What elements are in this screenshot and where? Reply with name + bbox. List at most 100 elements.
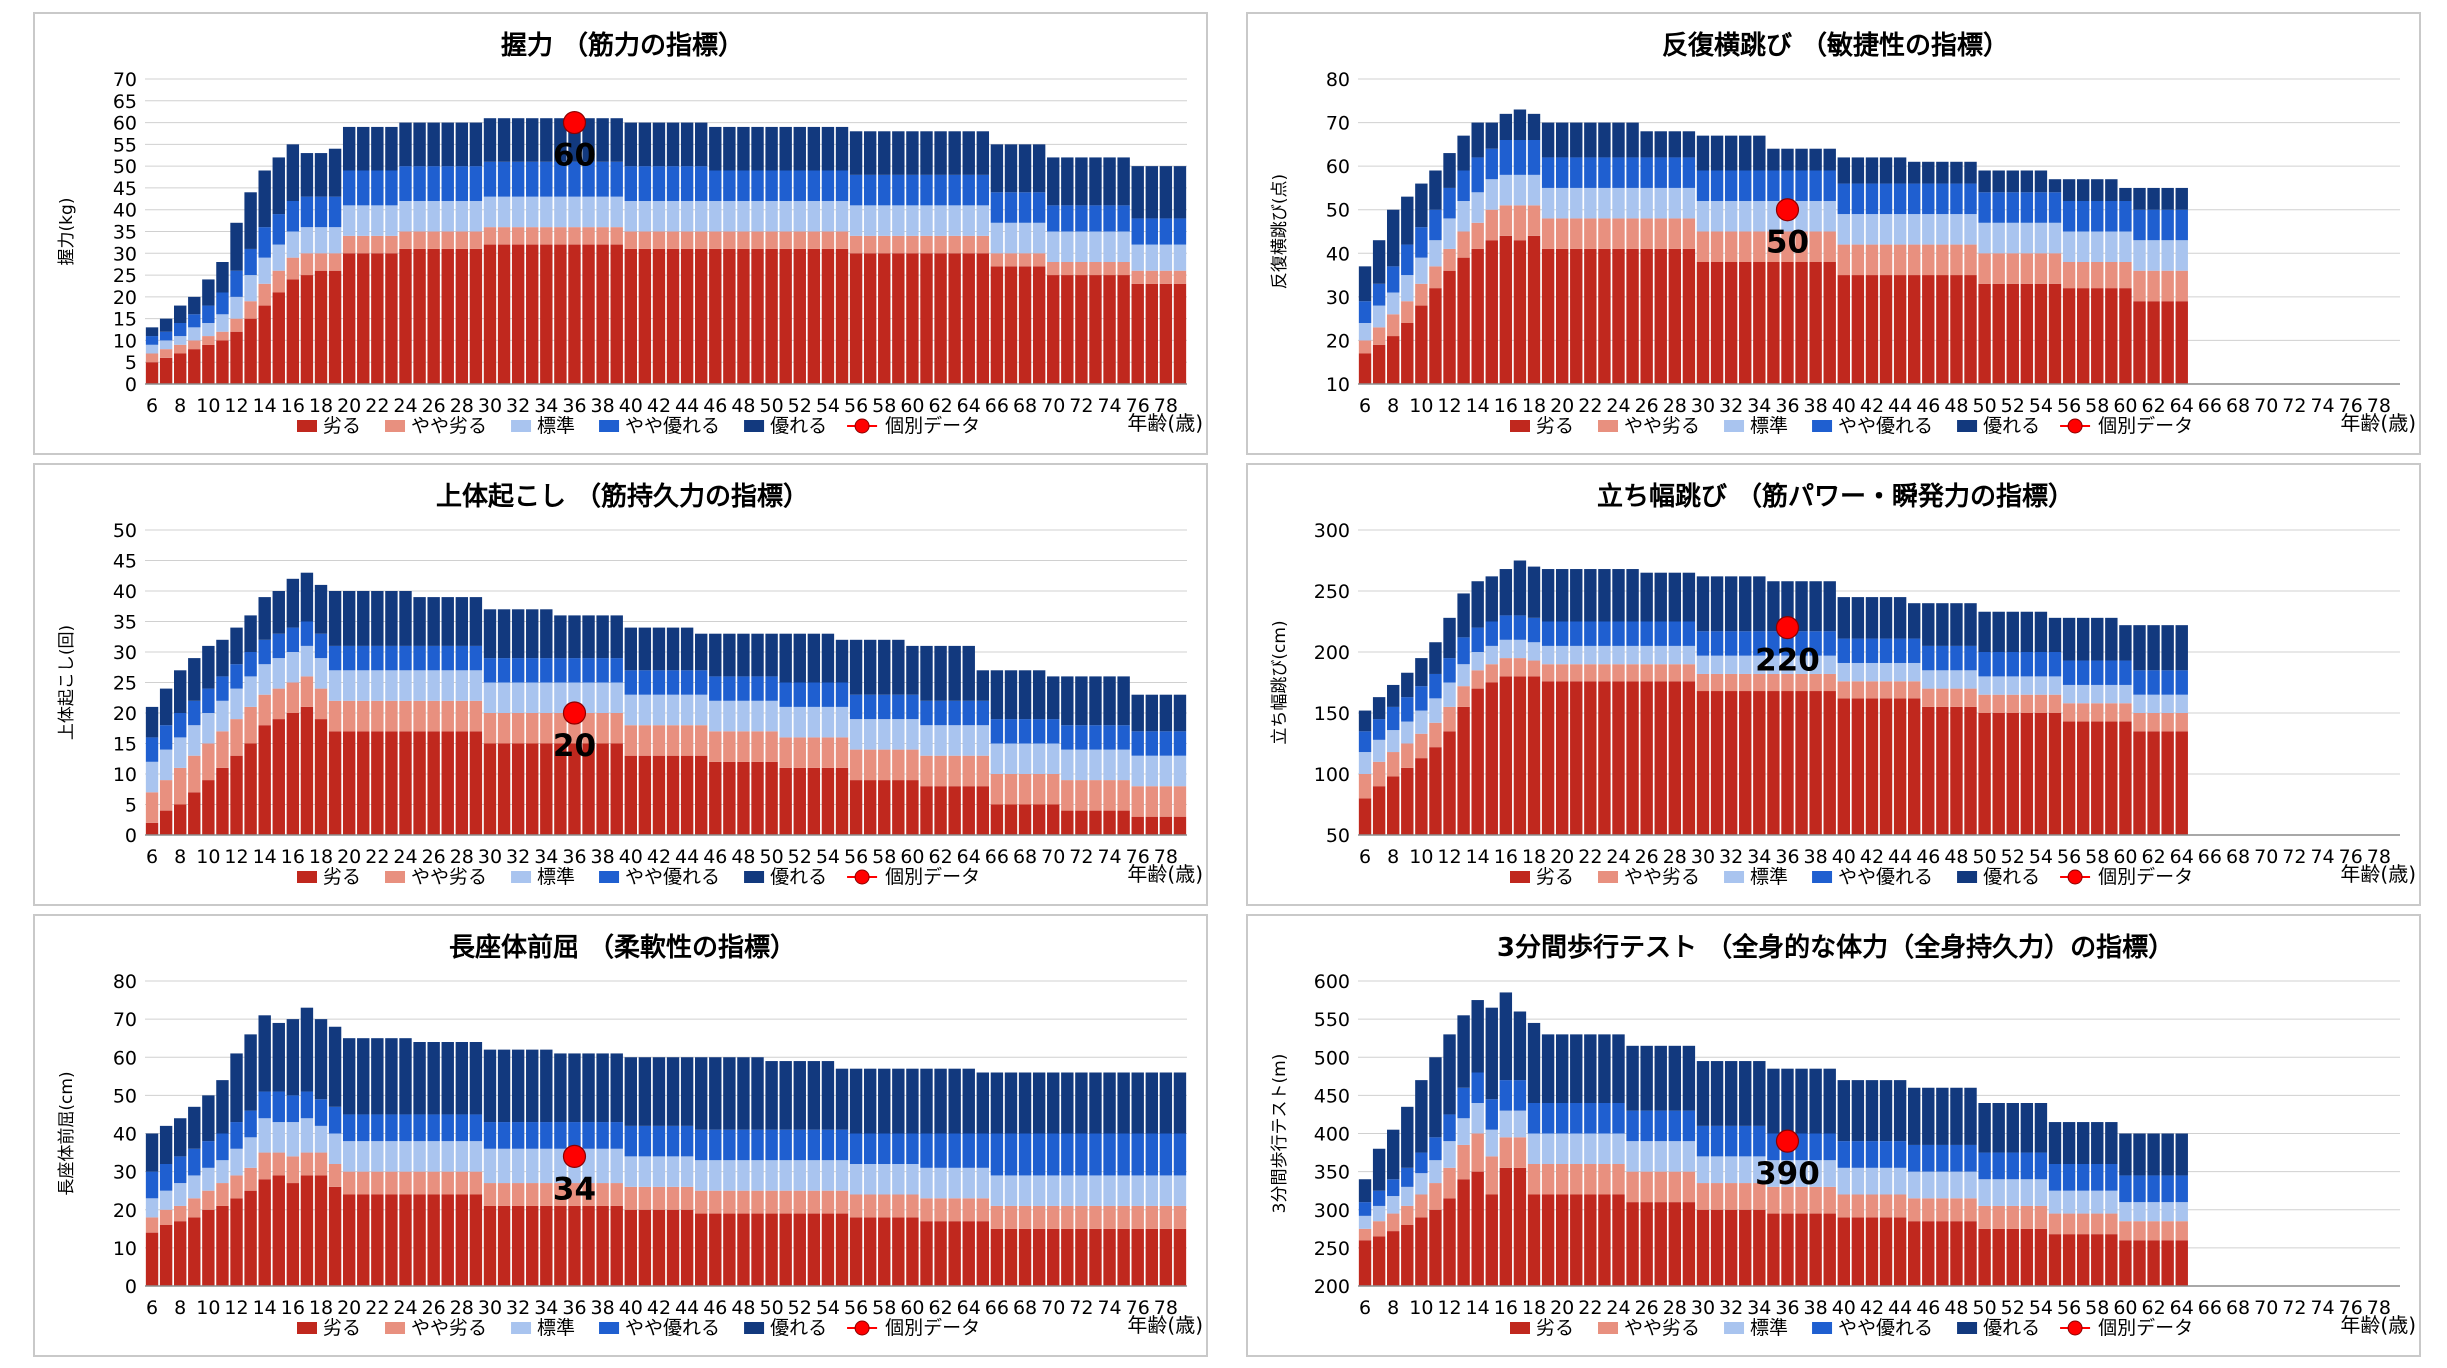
y-tick-label: 500 <box>1314 1047 1350 1069</box>
bar-segment <box>1032 1175 1046 1206</box>
bar-segment <box>920 235 933 254</box>
bar-segment <box>2091 1122 2104 1164</box>
bar-segment <box>1922 670 1935 689</box>
bar-segment <box>483 682 497 713</box>
bar-segment <box>695 1129 708 1161</box>
bar-segment <box>497 244 511 384</box>
bar-segment <box>1159 270 1173 284</box>
x-tick-label: 78 <box>2367 1297 2391 1319</box>
bar-segment <box>1443 153 1456 188</box>
bar-segment <box>1936 1171 1949 1199</box>
bar-segment <box>2062 1190 2076 1214</box>
bar-segment <box>1401 301 1414 323</box>
legend-label: 優れる <box>1983 415 2040 437</box>
bar-segment <box>385 253 398 384</box>
bar-segment <box>1485 209 1498 241</box>
bar-segment <box>779 248 792 384</box>
y-tick-label: 20 <box>1326 330 1350 352</box>
chart-long-jump: 立ち幅跳び （筋パワー・瞬発力の指標）50100150200250300立ち幅跳… <box>1270 481 2416 888</box>
bar-segment <box>1724 1156 1738 1184</box>
bar-segment <box>1908 1198 1921 1222</box>
x-tick-label: 72 <box>1069 846 1093 868</box>
bar-segment <box>1837 183 1850 215</box>
bar-segment <box>1682 187 1696 219</box>
bar-segment <box>906 235 919 254</box>
bar-segment <box>244 248 257 276</box>
bar-segment <box>1117 1228 1130 1286</box>
bar-segment <box>1936 214 1949 245</box>
bar-segment <box>695 1057 708 1130</box>
bar-segment <box>2048 179 2062 193</box>
bar-segment <box>357 205 370 236</box>
bar-segment <box>878 253 891 384</box>
bar-segment <box>1626 1110 1639 1142</box>
bar-segment <box>188 658 201 701</box>
bar-segment <box>1527 140 1541 175</box>
bar-segment <box>1964 244 1977 276</box>
bar-segment <box>441 1141 454 1172</box>
bar-segment <box>1570 1103 1583 1134</box>
bar-segment <box>962 1167 975 1199</box>
bar-segment <box>526 713 539 744</box>
bar-segment <box>1781 1068 1794 1134</box>
bar-segment <box>906 253 919 384</box>
bar-segment <box>1626 218 1639 249</box>
x-tick-label: 38 <box>1804 846 1828 868</box>
bar-segment <box>413 166 426 201</box>
bar-segment <box>1145 244 1158 271</box>
bar-segment <box>765 248 778 384</box>
bar-segment <box>1668 218 1682 249</box>
bar-segment <box>1668 187 1682 219</box>
bar-segment <box>413 1042 426 1115</box>
x-tick-label: 62 <box>2141 395 2165 417</box>
bar-segment <box>1950 1171 1963 1199</box>
bar-segment <box>1443 706 1456 732</box>
bar-segment <box>2076 1122 2090 1164</box>
bar-segment <box>1795 231 1808 262</box>
chart-title: 上体起こし （筋持久力の指標） <box>436 481 809 512</box>
bar-segment <box>174 336 187 345</box>
bar-segment <box>230 755 243 835</box>
bar-segment <box>948 786 961 835</box>
x-tick-label: 28 <box>1663 395 1687 417</box>
bar-segment <box>2048 1213 2062 1235</box>
bar-segment <box>1173 1175 1187 1206</box>
bar-segment <box>1640 218 1653 249</box>
bar-segment <box>709 676 722 701</box>
x-tick-label: 50 <box>1973 395 1997 417</box>
bar-segment <box>1145 218 1158 245</box>
bar-segment <box>835 639 849 683</box>
bar-segment <box>863 1133 877 1164</box>
bar-segment <box>554 615 567 659</box>
bar-segment <box>1061 749 1074 781</box>
bar-segment <box>511 118 525 162</box>
bar-segment <box>1978 192 1991 223</box>
bar-segment <box>1089 810 1102 835</box>
bar-segment <box>483 658 497 683</box>
bar-segment <box>709 170 722 201</box>
legend-label: やや劣る <box>1624 1317 1700 1339</box>
bar-segment <box>174 713 187 738</box>
bar-segment <box>1103 1133 1116 1176</box>
bar-segment <box>328 670 342 701</box>
bar-segment <box>1767 1160 1780 1187</box>
bar-segment <box>1061 1133 1074 1176</box>
bar-segment <box>413 731 426 835</box>
bar-segment <box>554 1205 567 1286</box>
bar-segment <box>582 743 595 835</box>
bar-segment <box>1018 266 1032 384</box>
bar-segment <box>807 248 821 384</box>
x-tick-label: 64 <box>2170 846 2194 868</box>
bar-segment <box>1429 1209 1442 1286</box>
bar-segment <box>2147 713 2160 732</box>
bar-segment <box>1682 218 1696 249</box>
bar-segment <box>863 235 877 254</box>
bar-segment <box>680 201 694 232</box>
bar-segment <box>230 318 243 332</box>
bar-segment <box>863 1194 877 1218</box>
bar-segment <box>1809 673 1822 692</box>
x-tick-label: 68 <box>2226 1297 2250 1319</box>
bar-segment <box>680 1057 694 1126</box>
bar-segment <box>188 700 201 726</box>
